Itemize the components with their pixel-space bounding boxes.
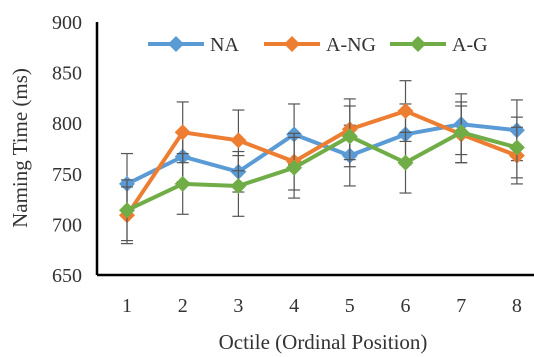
- y-axis-title: Naming Time (ms): [8, 68, 32, 228]
- data-point: [174, 175, 191, 192]
- data-point: [453, 124, 470, 141]
- legend-label: A-NG: [326, 34, 376, 56]
- x-axis-title: Octile (Ordinal Position): [219, 330, 428, 354]
- legend-marker: [168, 36, 184, 52]
- y-tick-label: 800: [52, 113, 82, 135]
- data-point: [230, 177, 247, 194]
- data-point: [174, 124, 191, 141]
- y-axis-tick-labels: 650 700 750 800 850 900: [52, 12, 82, 287]
- legend-item-na: NA: [148, 34, 239, 56]
- data-point: [341, 128, 358, 145]
- series-line: [126, 130, 518, 213]
- data-point: [508, 139, 525, 156]
- x-tick-label: 8: [512, 295, 522, 317]
- x-tick-label: 2: [178, 295, 188, 317]
- data-point: [230, 132, 247, 149]
- legend-item-a-ng: A-NG: [264, 34, 376, 56]
- x-tick-label: 7: [456, 295, 466, 317]
- x-tick-label: 3: [233, 295, 243, 317]
- x-tick-label: 6: [401, 295, 411, 317]
- x-tick-label: 1: [122, 295, 132, 317]
- x-tick-label: 5: [345, 295, 355, 317]
- y-tick-label: 700: [52, 214, 82, 236]
- legend-item-a-g: A-G: [390, 34, 488, 56]
- series-layer: [119, 80, 525, 245]
- data-point: [119, 202, 135, 219]
- y-tick-label: 750: [52, 164, 82, 186]
- data-point: [397, 154, 414, 171]
- y-tick-label: 850: [52, 63, 82, 85]
- y-tick-label: 650: [52, 265, 82, 287]
- y-tick-label: 900: [52, 12, 82, 34]
- data-point: [286, 159, 303, 176]
- x-axis-tick-labels: 1 2 3 4 5 6 7 8: [122, 295, 522, 317]
- series-line: [125, 109, 518, 217]
- legend: NA A-NG A-G: [148, 34, 488, 56]
- x-tick-label: 4: [289, 295, 299, 317]
- legend-marker: [410, 36, 426, 52]
- series-a-g: [119, 101, 525, 242]
- data-point: [397, 103, 414, 120]
- legend-label: NA: [210, 34, 239, 56]
- legend-label: A-G: [452, 34, 488, 56]
- legend-marker: [284, 36, 300, 52]
